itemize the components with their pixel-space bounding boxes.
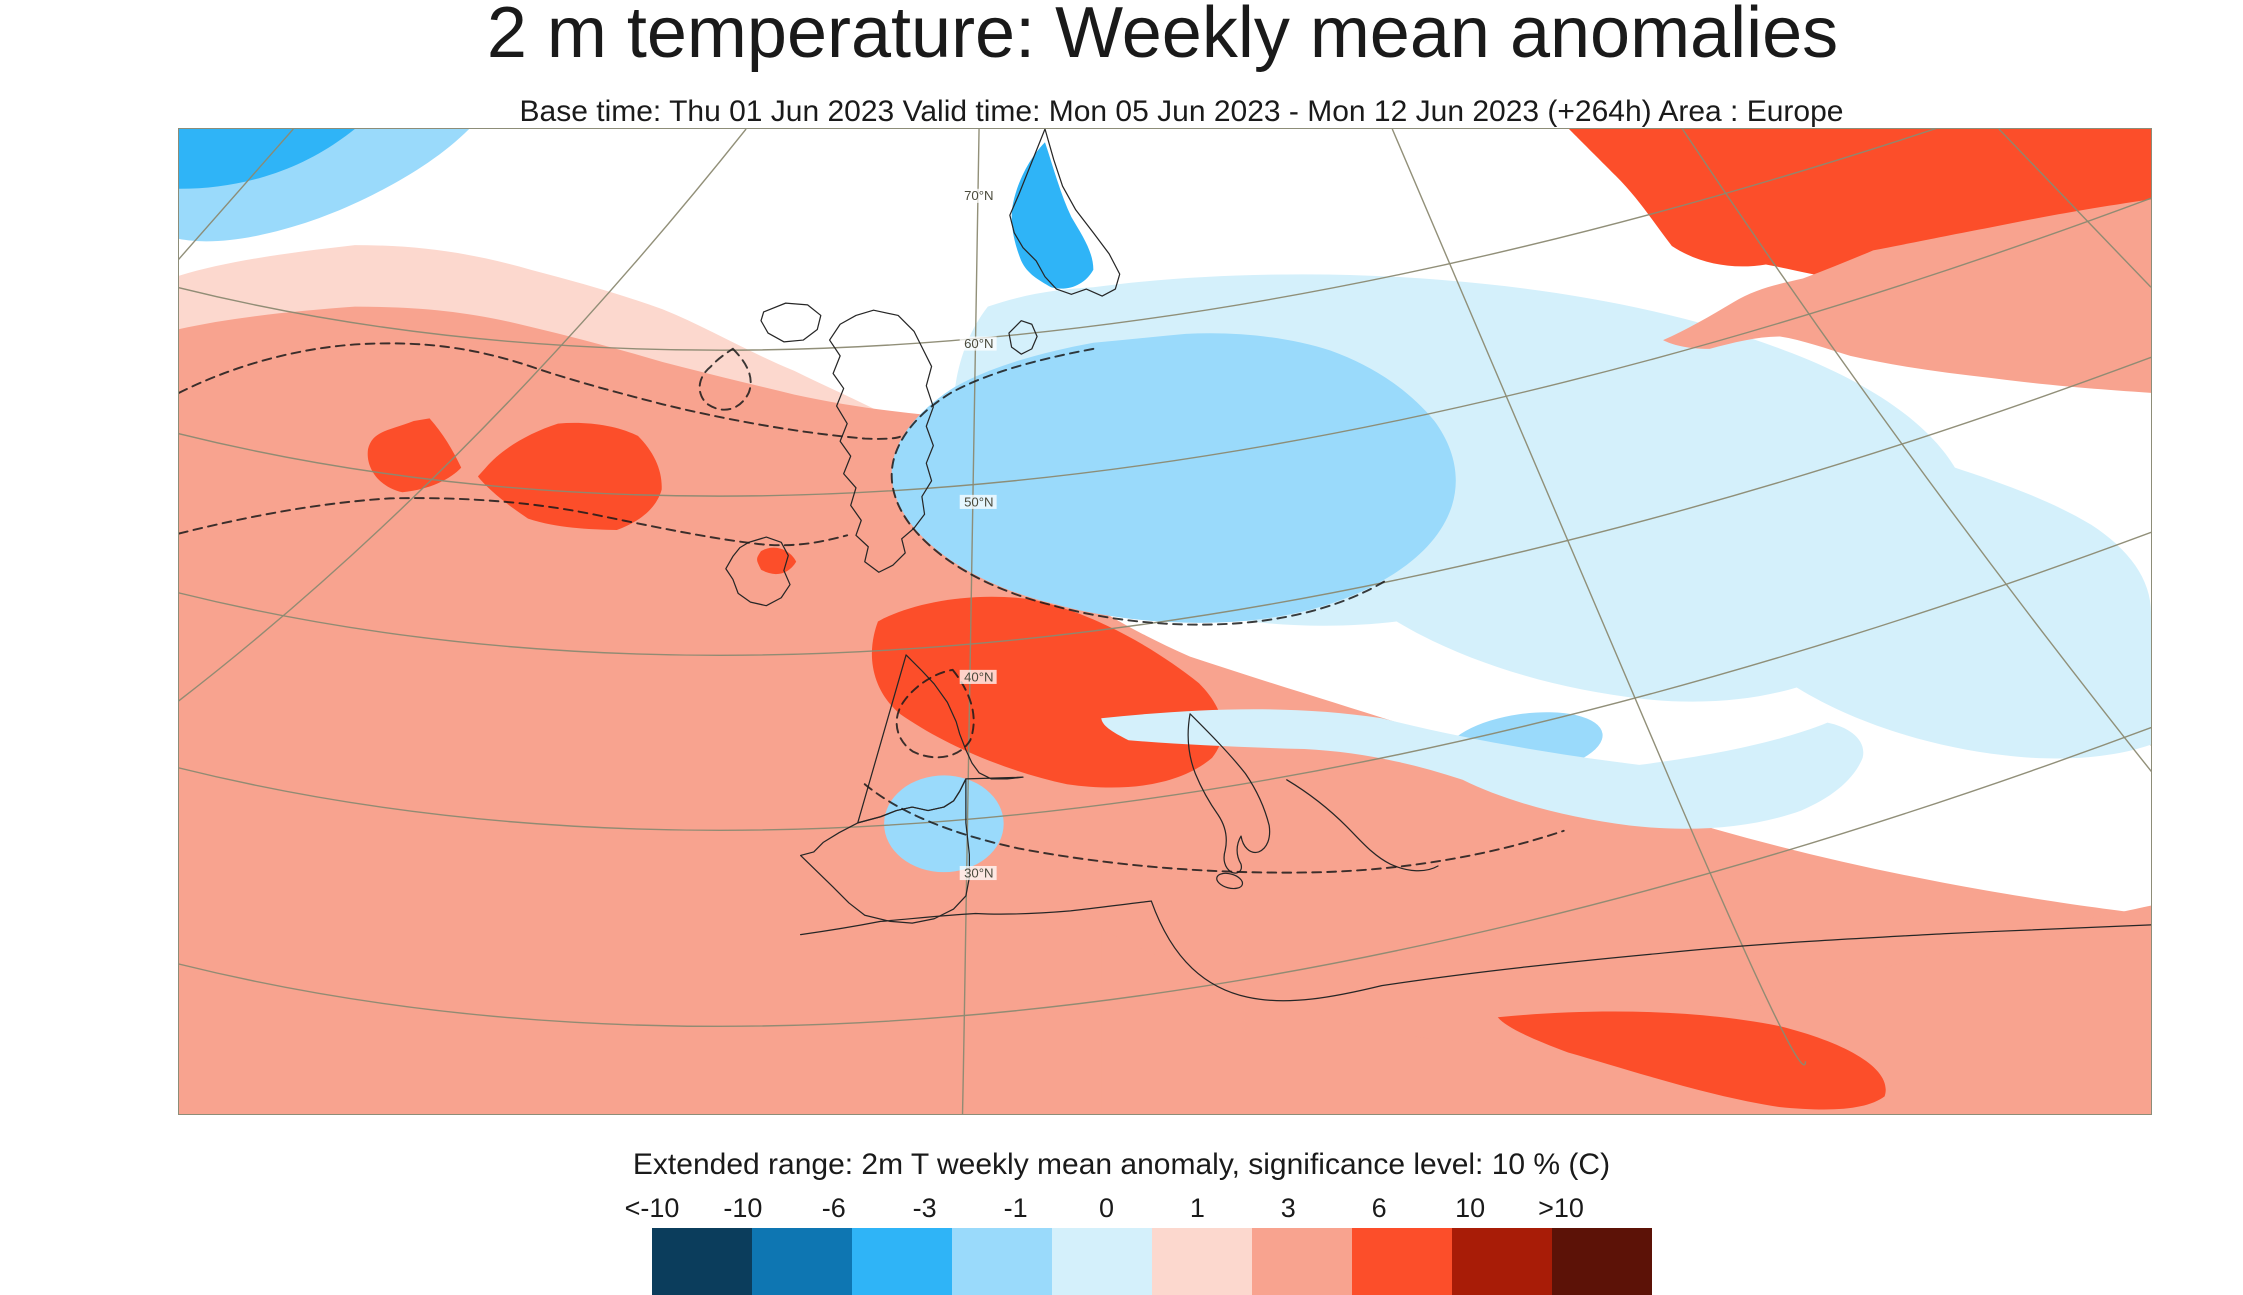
svg-text:30°N: 30°N [964, 865, 993, 880]
svg-text:50°N: 50°N [964, 494, 993, 509]
svg-text:60°N: 60°N [964, 336, 993, 351]
svg-text:70°N: 70°N [964, 188, 993, 203]
svg-text:40°N: 40°N [964, 669, 993, 684]
